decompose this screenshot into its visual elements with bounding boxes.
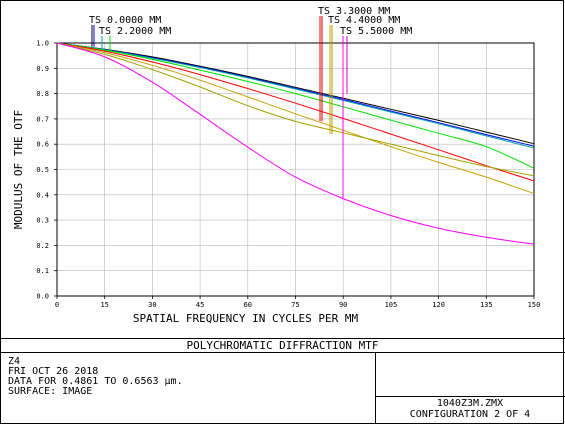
- x-tick-label: 150: [528, 301, 541, 309]
- y-tick-label: 0.0: [36, 293, 49, 301]
- y-tick-label: 0.6: [36, 141, 49, 149]
- footer-line-surface: SURFACE: IMAGE: [8, 386, 93, 397]
- footer-line-wavelength: DATA FOR 0.4861 TO 0.6563 µm.: [8, 376, 183, 387]
- x-tick-label: 75: [291, 301, 299, 309]
- y-tick-label: 0.1: [36, 267, 49, 275]
- y-tick-label: 0.9: [36, 65, 49, 73]
- x-tick-label: 30: [148, 301, 156, 309]
- series-line-2: [56, 42, 535, 149]
- footer-title: POLYCHROMATIC DIFFRACTION MTF: [186, 339, 379, 352]
- legend-entry-4: TS 5.5000 MM: [340, 26, 412, 37]
- y-axis-title: MODULUS OF THE OTF: [12, 110, 25, 229]
- x-tick-label: 60: [244, 301, 252, 309]
- footer-file-name: 1040Z3M.ZMX: [436, 398, 504, 409]
- series-line-5: [56, 42, 535, 194]
- series-line-7: [56, 42, 535, 245]
- y-tick-label: 0.7: [36, 115, 49, 123]
- y-tick-label: 0.8: [36, 90, 49, 98]
- footer-line-design: Z4: [8, 356, 21, 367]
- footer-line-date: FRI OCT 26 2018: [8, 366, 99, 377]
- legend-entry-0: TS 0.0000 MM: [89, 15, 161, 26]
- legend-entry-2: TS 3.3000 MM: [318, 6, 390, 17]
- series-line-0: [56, 42, 535, 145]
- x-tick-label: 0: [55, 301, 59, 309]
- legend-entry-1: TS 2.2000 MM: [99, 26, 171, 37]
- x-tick-label: 135: [480, 301, 493, 309]
- x-tick-label: 45: [196, 301, 204, 309]
- x-tick-label: 120: [432, 301, 445, 309]
- axis-labels: 0 15 30 45 60 75 90 105 120 135 150 0.0 0.1 0.2 0.3 0.4…: [12, 40, 540, 326]
- x-tick-label: 105: [385, 301, 398, 309]
- y-tick-label: 0.2: [36, 242, 49, 250]
- series-line-6: [56, 42, 535, 177]
- series-line-3: [56, 42, 535, 169]
- y-tick-label: 0.4: [36, 191, 49, 199]
- y-tick-label: 0.3: [36, 217, 49, 225]
- footer-configuration: CONFIGURATION 2 OF 4: [409, 409, 531, 420]
- x-tick-label: 15: [100, 301, 108, 309]
- series-line-4: [56, 42, 535, 182]
- plot-area: [54, 42, 535, 299]
- y-tick-label: 1.0: [36, 40, 49, 48]
- x-tick-label: 90: [339, 301, 347, 309]
- y-tick-label: 0.5: [36, 166, 49, 174]
- x-axis-title: SPATIAL FREQUENCY IN CYCLES PER MM: [133, 312, 359, 325]
- legend-entry-3: TS 4.4000 MM: [328, 15, 400, 26]
